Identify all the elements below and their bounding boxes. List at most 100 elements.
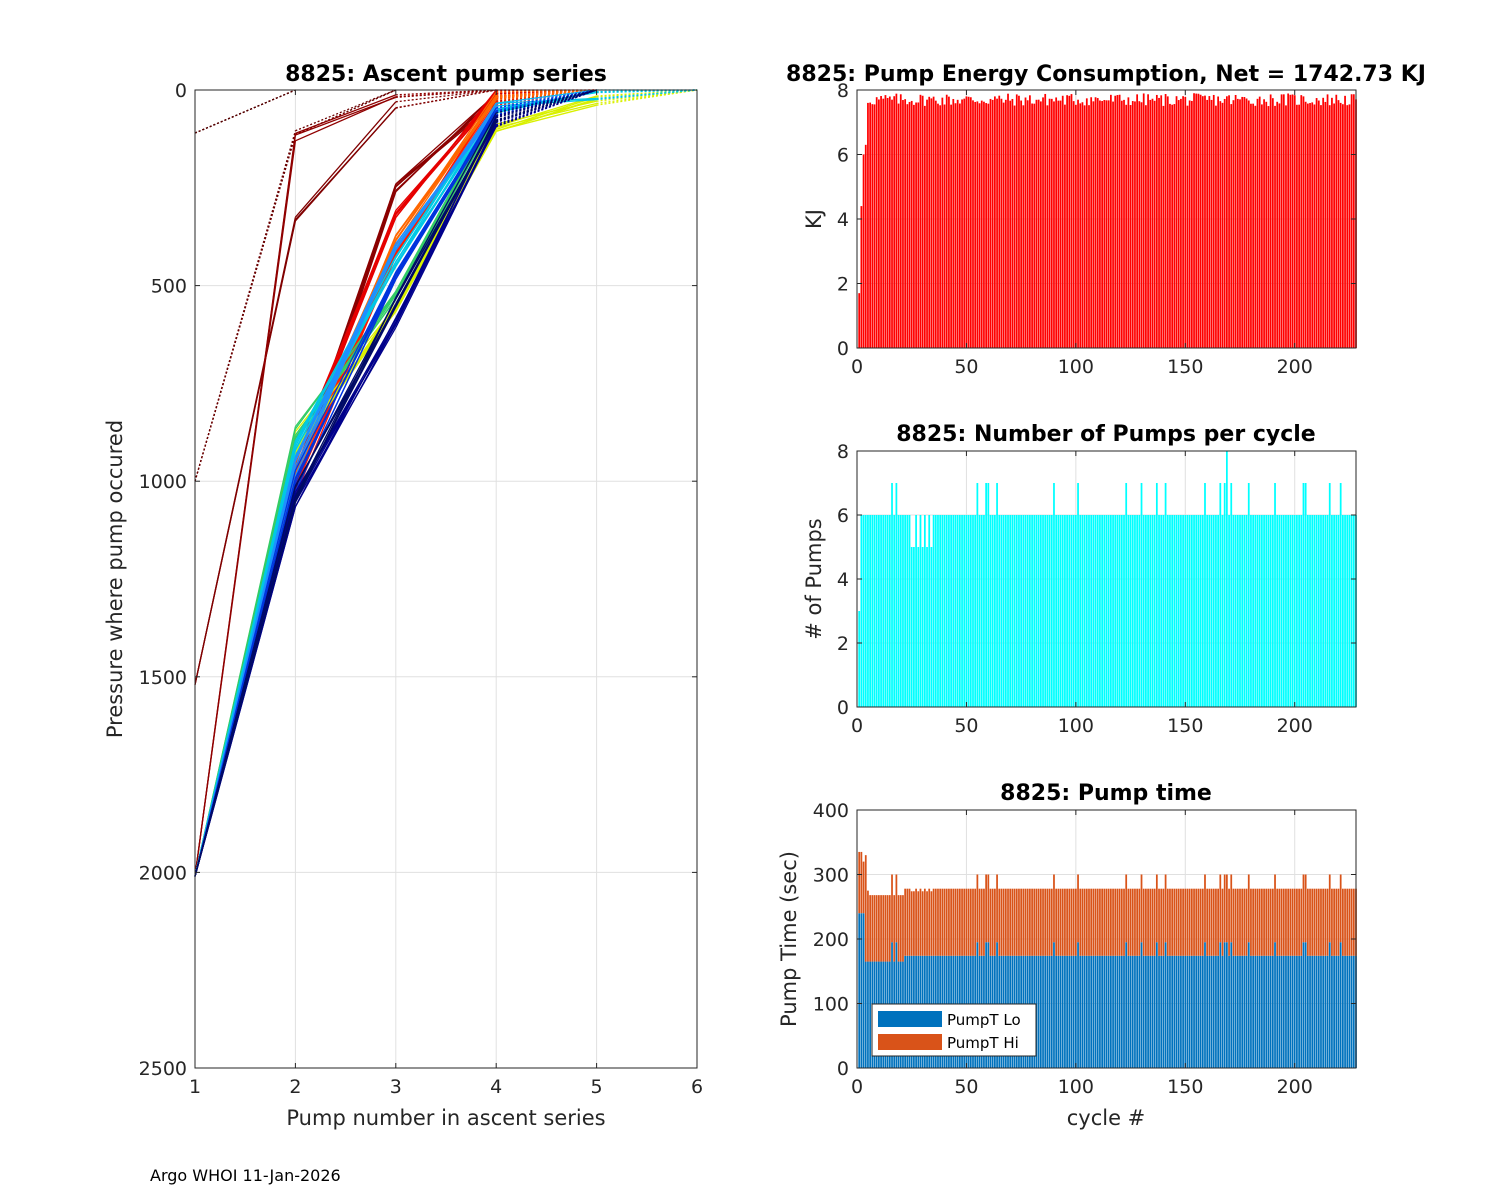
pumptime-bar-seg0: [1271, 955, 1274, 1068]
pumptime-bar-seg1: [1094, 888, 1097, 956]
energy-bar: [1090, 97, 1093, 348]
pumptime-xtick-label: 100: [1058, 1076, 1094, 1098]
pumptime-bar-seg1: [1085, 888, 1088, 956]
pumps-bar: [1094, 515, 1097, 707]
energy-bar: [858, 293, 861, 348]
energy-bar: [891, 99, 893, 348]
pumptime-bar-seg1: [980, 888, 983, 956]
energy-bar: [1123, 99, 1125, 348]
pumps-bar: [919, 515, 922, 707]
pumptime-bar-seg0: [1298, 955, 1300, 1068]
energy-bar: [1055, 97, 1058, 349]
pumptime-bar-seg0: [1256, 955, 1259, 1068]
energy-bar: [1061, 95, 1064, 348]
pumptime-bar-seg1: [1175, 888, 1178, 956]
pumps-bar: [1276, 515, 1279, 707]
pumps-bar: [1223, 483, 1226, 707]
pumps-bar: [1180, 515, 1182, 707]
pumptime-bar-seg0: [1147, 955, 1149, 1068]
pumptime-bar-seg0: [1175, 955, 1178, 1068]
pumps-bar: [1320, 515, 1322, 707]
pumptime-bar-seg0: [1090, 955, 1093, 1068]
pumps-bar: [1245, 515, 1248, 707]
energy-bar: [1180, 98, 1182, 348]
pumps-bar: [1068, 515, 1071, 707]
energy-bar: [1127, 97, 1130, 349]
ascent-series-cyan-segment: [596, 89, 698, 101]
pumps-bar: [893, 515, 896, 707]
energy-bar: [1155, 94, 1158, 348]
pumptime-ticks: 0 50 100 150 200 0 100 200 300 400: [813, 800, 1356, 1098]
pumptime-bar-seg1: [950, 888, 952, 956]
ascent-series-navy-b-segment: [395, 112, 497, 298]
ascent-xlabel: Pump number in ascent series: [286, 1106, 605, 1130]
pumptime-bar-seg0: [1208, 955, 1211, 1068]
energy-bar: [1002, 102, 1005, 348]
pumptime-bar-seg1: [1245, 888, 1248, 956]
energy-xtick-label: 50: [954, 356, 978, 378]
energy-bar: [983, 101, 985, 348]
pumptime-bar-seg1: [1009, 888, 1012, 956]
pumps-bar: [867, 515, 869, 707]
energy-bar: [1304, 101, 1307, 349]
pumptime-bar-seg1: [1300, 888, 1303, 956]
pumps-bar: [958, 515, 961, 707]
pumps-bar: [858, 611, 861, 707]
pumptime-bar-seg0: [1197, 955, 1200, 1068]
energy-xtick-label: 200: [1277, 356, 1313, 378]
energy-bar: [895, 93, 898, 348]
ascent-plot: 1 2 3 4 5 6 0 500 1000 1500 2000 2500 8825: Ascent …: [103, 62, 703, 1130]
energy-bar: [1291, 94, 1294, 348]
pumps-bar: [1009, 515, 1012, 707]
pumptime-bar-seg1: [1243, 888, 1246, 956]
energy-bar: [998, 95, 1001, 348]
pumps-bar: [1206, 515, 1209, 707]
pumptime-bar-seg0: [1171, 955, 1174, 1068]
pumptime-bar-seg1: [1074, 888, 1077, 956]
energy-bar: [869, 102, 872, 349]
pumptime-bar-seg1: [1059, 888, 1062, 956]
energy-bar: [1309, 103, 1311, 348]
energy-bar: [1193, 93, 1195, 349]
pumptime-bar-seg0: [1201, 955, 1204, 1068]
pumptime-bar-seg0: [1138, 955, 1141, 1068]
pumps-bar: [1228, 515, 1230, 707]
pumptime-bar-seg1: [1042, 888, 1044, 956]
pumptime-bar-seg0: [1099, 955, 1101, 1068]
pumptime-bar-seg1: [1134, 888, 1136, 956]
ascent-ylabel: Pressure where pump occured: [103, 420, 127, 738]
pumptime-bar-seg0: [1239, 955, 1241, 1068]
pumptime-bar-seg1: [1120, 888, 1123, 956]
pumptime-bar-seg1: [978, 888, 981, 956]
pumps-bar: [1333, 515, 1335, 707]
pumps-bar: [989, 515, 992, 707]
ascent-lines: [194, 89, 698, 877]
pumps-bar: [1258, 515, 1261, 707]
pumptime-bar-seg1: [875, 895, 878, 962]
energy-bar: [867, 102, 869, 349]
energy-bar: [978, 103, 981, 348]
pumptime-bar-seg1: [972, 888, 974, 956]
ascent-series-yellow-segment: [496, 102, 597, 129]
ascent-series-navy-b-segment: [294, 305, 397, 486]
pumptime-bar-seg1: [1116, 888, 1119, 956]
pumps-bar: [1285, 515, 1287, 707]
pumptime-bar-seg0: [1232, 955, 1235, 1068]
energy-bar: [1145, 105, 1147, 348]
pumptime-bar-seg0: [1151, 955, 1154, 1068]
pumptime-bar-seg1: [1053, 874, 1055, 943]
pumptime-bar-seg1: [1114, 888, 1117, 956]
pumps-bar: [1158, 515, 1160, 707]
pumps-bar: [1171, 515, 1174, 707]
pumptime-bar-seg1: [1210, 888, 1213, 956]
pumptime-bar-seg0: [1263, 955, 1265, 1068]
pumptime-bar-seg1: [1282, 888, 1285, 956]
pumptime-bar-seg0: [1199, 955, 1202, 1068]
energy-bar: [1195, 93, 1198, 349]
energy-bar: [948, 96, 950, 349]
pumptime-bar-seg1: [1055, 888, 1058, 956]
energy-bar: [1169, 103, 1171, 349]
pumptime-bar-seg1: [1138, 888, 1141, 956]
pumps-bar: [1341, 515, 1344, 707]
pumptime-bar-seg0: [1158, 955, 1160, 1068]
